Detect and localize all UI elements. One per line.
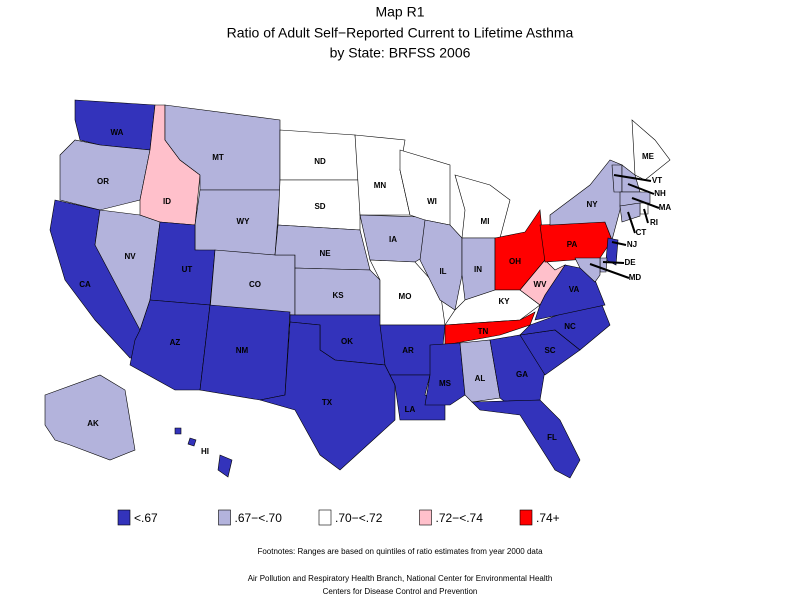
subtitle: by State: BRFSS 2006	[330, 45, 471, 61]
state-label: IA	[389, 235, 397, 244]
legend-swatch	[519, 509, 533, 526]
state-label: AL	[475, 374, 486, 383]
state-label: FL	[547, 433, 557, 442]
state-label: NY	[586, 200, 598, 209]
state-shape	[619, 202, 641, 223]
leader-line	[613, 174, 652, 182]
state-shape	[574, 257, 601, 283]
leader-line	[611, 241, 627, 246]
state-label: NJ	[627, 240, 637, 249]
state-label: PA	[567, 240, 578, 249]
state-label: MS	[439, 379, 452, 388]
state-label: NE	[319, 249, 331, 258]
label-layer: WA OR CA NV ID MT WY UT CO AZ NM ND SD NE KS OK TX MN IA MO…	[79, 128, 671, 456]
state-label: VA	[569, 285, 580, 294]
title: Map R1	[375, 4, 424, 20]
state-label: OH	[509, 257, 521, 266]
state-shape	[611, 164, 623, 193]
legend-label: .74+	[536, 511, 560, 525]
state-label: VT	[652, 176, 662, 185]
state-label: TN	[478, 327, 489, 336]
legend-label: .70−<.72	[335, 511, 383, 525]
state-label: MN	[374, 181, 387, 190]
state-label: KS	[332, 291, 344, 300]
state-shape	[279, 129, 361, 181]
state-label: MA	[659, 203, 672, 212]
state-label: MT	[212, 153, 224, 162]
state-layer	[44, 99, 671, 479]
footnote: Air Pollution and Respiratory Health Bra…	[248, 574, 553, 583]
state-label: RI	[650, 218, 658, 227]
state-label: UT	[182, 265, 193, 274]
state-label: NV	[124, 252, 136, 261]
state-shape	[174, 427, 182, 435]
state-label: OR	[97, 177, 109, 186]
legend-label: .67−<.70	[235, 511, 283, 525]
footnote: Centers for Disease Control and Preventi…	[323, 587, 478, 596]
state-label: WA	[111, 128, 124, 137]
state-shape	[59, 139, 151, 211]
leader-line	[627, 211, 636, 234]
state-shape	[471, 399, 581, 479]
state-label: HI	[201, 447, 209, 456]
state-label: WY	[237, 217, 251, 226]
state-label: KY	[498, 297, 510, 306]
state-label: GA	[516, 370, 528, 379]
state-label: TX	[322, 398, 333, 407]
state-label: MI	[481, 217, 490, 226]
legend-label: <.67	[134, 511, 158, 525]
legend-swatch	[218, 509, 231, 526]
leader-line	[602, 261, 625, 264]
state-label: NH	[654, 189, 666, 198]
state-shape	[454, 174, 511, 239]
state-label: NC	[564, 322, 576, 331]
state-shape	[424, 342, 466, 406]
state-label: DE	[624, 258, 636, 267]
state-shape	[217, 454, 233, 478]
leader-line	[643, 208, 649, 224]
state-label: OK	[341, 337, 353, 346]
state-label: SD	[314, 202, 325, 211]
legend-swatch	[117, 509, 131, 526]
state-shape	[459, 339, 501, 403]
state-shape	[259, 321, 396, 471]
footnote: Footnotes: Ranges are based on quintiles…	[257, 547, 543, 556]
state-label: WI	[427, 197, 437, 206]
subtitle: Ratio of Adult Self−Reported Current to …	[227, 25, 574, 41]
state-label: CO	[249, 280, 261, 289]
state-label: MD	[629, 273, 642, 282]
state-label: IL	[439, 267, 446, 276]
state-label: NM	[236, 346, 249, 355]
leader-line	[627, 183, 655, 195]
state-label: WV	[534, 280, 548, 289]
leader-line	[631, 197, 660, 209]
state-label: AK	[87, 419, 99, 428]
state-shape	[419, 219, 463, 311]
state-label: LA	[405, 405, 416, 414]
state-label: CT	[636, 228, 647, 237]
legend-swatch	[419, 509, 432, 526]
state-shape	[549, 159, 623, 241]
state-label: AZ	[170, 338, 181, 347]
state-label: IN	[474, 265, 482, 274]
state-label: SC	[544, 346, 555, 355]
state-label: ME	[642, 152, 655, 161]
legend-swatch	[318, 509, 332, 526]
state-label: AR	[402, 346, 414, 355]
state-shape	[44, 374, 136, 461]
state-shape	[631, 119, 671, 181]
state-label: ID	[163, 197, 171, 206]
state-shape	[605, 237, 619, 266]
leader-line	[589, 263, 630, 279]
state-shape	[187, 437, 197, 447]
state-label: ND	[314, 157, 326, 166]
legend-label: .72−<.74	[436, 511, 484, 525]
state-label: MO	[399, 292, 412, 301]
legend: <.67 .67−<.70 .70−<.72 .72−<.74 .74+	[117, 509, 560, 526]
state-label: CA	[79, 280, 91, 289]
